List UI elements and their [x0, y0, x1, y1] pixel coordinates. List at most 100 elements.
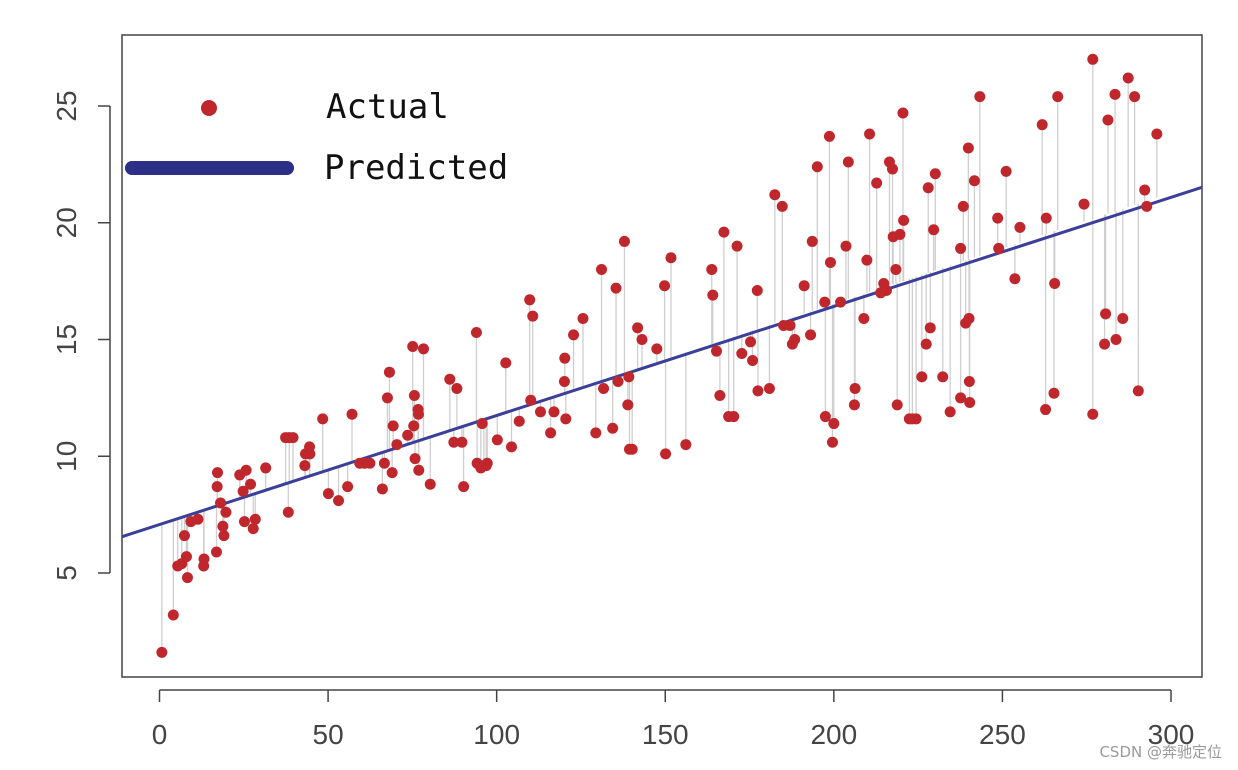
actual-point: [387, 420, 399, 432]
actual-point: [409, 453, 421, 465]
actual-point: [237, 485, 249, 497]
actual-point: [823, 130, 835, 142]
actual-point: [287, 432, 299, 444]
actual-point: [618, 235, 630, 247]
actual-point: [751, 284, 763, 296]
x-tick-label: 0: [152, 719, 168, 750]
legend: Actual Predicted: [125, 87, 508, 188]
actual-point: [451, 383, 463, 395]
actual-point: [558, 376, 570, 388]
actual-point: [413, 464, 425, 476]
actual-point: [524, 294, 536, 306]
actual-point: [1109, 88, 1121, 100]
actual-point: [1048, 387, 1060, 399]
actual-point: [217, 520, 229, 532]
actual-point: [806, 235, 818, 247]
y-tick-label: 10: [51, 441, 82, 472]
actual-point: [527, 310, 539, 322]
actual-point: [828, 418, 840, 430]
actual-point: [559, 352, 571, 364]
actual-point: [651, 343, 663, 355]
actual-point: [215, 497, 227, 509]
actual-point: [928, 224, 940, 236]
actual-point: [408, 390, 420, 402]
actual-point: [458, 481, 470, 493]
actual-point: [660, 448, 672, 460]
actual-point: [1052, 91, 1064, 103]
actual-point: [1122, 72, 1134, 84]
legend-actual-label: Actual: [326, 87, 449, 127]
actual-point: [470, 326, 482, 338]
actual-point: [596, 263, 608, 275]
actual-point: [333, 495, 345, 507]
actual-point: [623, 371, 635, 383]
x-tick-label: 150: [642, 719, 689, 750]
y-tick-label: 5: [51, 565, 82, 581]
actual-point: [798, 280, 810, 292]
actual-point: [245, 478, 257, 490]
actual-point: [1100, 308, 1112, 320]
actual-point: [1078, 198, 1090, 210]
actual-point: [402, 429, 414, 441]
actual-point: [819, 296, 831, 308]
actual-point: [1049, 277, 1061, 289]
actual-point: [238, 516, 250, 528]
actual-point: [560, 413, 572, 425]
actual-point: [364, 457, 376, 469]
actual-point: [622, 399, 634, 411]
actual-point: [957, 200, 969, 212]
actual-point: [962, 142, 974, 154]
actual-point: [424, 478, 436, 490]
actual-point: [408, 420, 420, 432]
actual-point: [506, 441, 518, 453]
actual-point: [944, 406, 956, 418]
actual-point: [842, 156, 854, 168]
actual-point: [1099, 338, 1111, 350]
actual-point: [607, 422, 619, 434]
actual-point: [824, 256, 836, 268]
actual-point: [880, 284, 892, 296]
y-tick-label: 15: [51, 324, 82, 355]
actual-point: [937, 371, 949, 383]
x-tick-label: 250: [979, 719, 1026, 750]
actual-point: [346, 408, 358, 420]
actual-point: [156, 646, 168, 658]
x-tick-label: 100: [473, 719, 520, 750]
actual-point: [513, 415, 525, 427]
actual-point: [858, 312, 870, 324]
actual-point: [381, 392, 393, 404]
x-tick-label: 50: [313, 719, 344, 750]
actual-point: [776, 200, 788, 212]
legend-actual-marker: [201, 100, 217, 116]
actual-point: [1129, 91, 1141, 103]
actual-point: [910, 413, 922, 425]
actual-point: [968, 175, 980, 187]
actual-point: [924, 322, 936, 334]
actual-point: [665, 252, 677, 264]
actual-point: [412, 408, 424, 420]
actual-point: [752, 385, 764, 397]
actual-point: [835, 296, 847, 308]
actual-point: [317, 413, 329, 425]
actual-point: [391, 439, 403, 451]
actual-point: [1141, 200, 1153, 212]
actual-point: [590, 427, 602, 439]
actual-point: [887, 163, 899, 175]
x-axis: 0 50 100 150 200 250 300: [152, 689, 1194, 750]
actual-point: [632, 322, 644, 334]
actual-point: [304, 448, 316, 460]
actual-point: [626, 443, 638, 455]
actual-point: [1009, 273, 1021, 285]
actual-point: [444, 373, 456, 385]
actual-point: [577, 312, 589, 324]
actual-point: [378, 457, 390, 469]
actual-point: [963, 376, 975, 388]
actual-point: [736, 348, 748, 360]
actual-point: [383, 366, 395, 378]
actual-point: [299, 460, 311, 472]
actual-point: [864, 128, 876, 140]
actual-point: [322, 488, 334, 500]
actual-point: [192, 513, 204, 525]
actual-point: [964, 397, 976, 409]
